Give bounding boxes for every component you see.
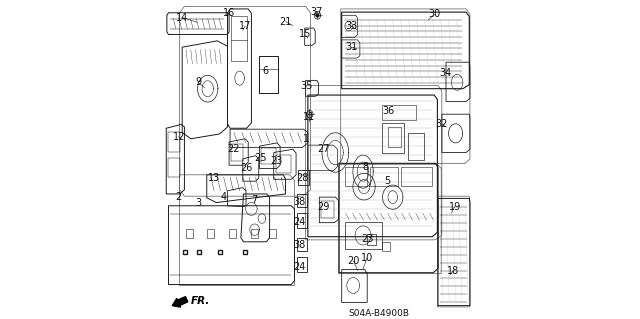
Text: 35: 35	[300, 81, 313, 91]
Text: 22: 22	[227, 144, 239, 154]
Text: 34: 34	[439, 68, 451, 78]
Text: 2: 2	[175, 192, 181, 202]
Text: 12: 12	[173, 131, 185, 142]
Text: 8: 8	[362, 162, 369, 173]
Text: 1: 1	[303, 134, 308, 144]
Text: 28: 28	[296, 173, 308, 183]
Text: 33: 33	[345, 21, 357, 31]
Text: 15: 15	[299, 29, 311, 40]
Text: 26: 26	[240, 163, 252, 174]
Text: 38: 38	[293, 197, 305, 207]
Text: 19: 19	[449, 202, 461, 212]
Text: 24: 24	[293, 217, 305, 227]
Text: 5: 5	[385, 176, 391, 186]
Text: 23: 23	[270, 156, 282, 166]
Text: 36: 36	[383, 106, 395, 116]
Text: 38: 38	[293, 240, 305, 250]
Text: 32: 32	[436, 119, 448, 129]
Text: 37: 37	[310, 7, 323, 17]
Text: 3: 3	[195, 197, 201, 208]
Text: 16: 16	[223, 8, 236, 19]
Text: 7: 7	[252, 195, 258, 205]
Text: 9: 9	[195, 77, 201, 87]
Text: 14: 14	[176, 12, 188, 23]
Text: 31: 31	[345, 42, 357, 52]
Text: 10: 10	[361, 253, 373, 263]
Text: 6: 6	[262, 66, 269, 76]
Text: 27: 27	[317, 144, 330, 154]
Text: FR.: FR.	[191, 296, 210, 307]
Text: 18: 18	[447, 265, 460, 276]
Text: 29: 29	[317, 202, 330, 212]
FancyArrow shape	[172, 297, 188, 307]
Text: 17: 17	[239, 21, 252, 31]
Text: 4: 4	[221, 192, 227, 202]
Text: 13: 13	[208, 173, 220, 183]
Text: 23: 23	[362, 234, 374, 244]
Text: 30: 30	[428, 9, 440, 19]
Text: 20: 20	[348, 256, 360, 266]
Text: 24: 24	[293, 262, 305, 272]
Text: 21: 21	[280, 17, 292, 27]
Text: 25: 25	[254, 153, 266, 163]
Text: 11: 11	[303, 112, 315, 122]
Text: S04A-B4900B: S04A-B4900B	[349, 309, 410, 318]
